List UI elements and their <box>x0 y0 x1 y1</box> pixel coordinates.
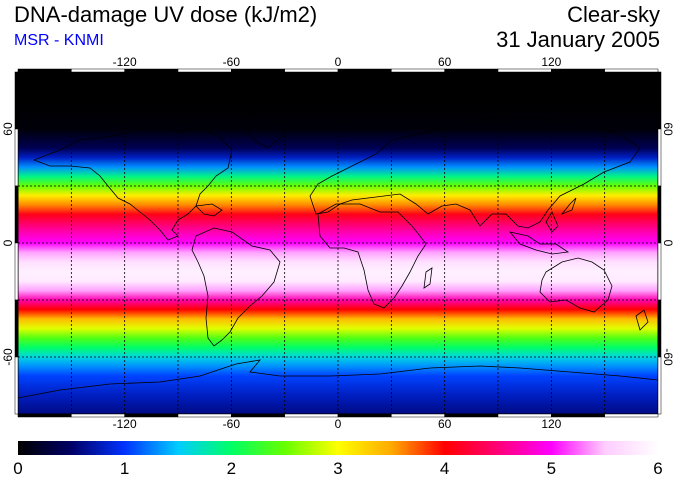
frame-bar-top <box>231 68 285 73</box>
frame-bar-left <box>14 128 19 187</box>
coast-greenland <box>239 107 297 149</box>
frame-bar-right <box>657 128 662 187</box>
colorbar-tick-label: 4 <box>440 459 449 478</box>
colorbar: 0 1 2 3 4 5 6 <box>13 441 663 478</box>
coast-new-zealand <box>635 309 649 331</box>
data-source-label: MSR - KNMI <box>14 32 104 49</box>
colorbar-tick-label: 2 <box>227 459 236 478</box>
frame-bar-top <box>284 68 339 73</box>
map-title: DNA-damage UV dose (kJ/m2) <box>14 2 318 27</box>
frame-bar-top <box>391 68 445 73</box>
frame-bar-top <box>124 68 179 73</box>
frame-bar-bottom <box>444 413 499 418</box>
frame-ticks <box>14 68 662 418</box>
coast-australia <box>539 257 613 313</box>
lat-label-right: -60 <box>661 348 675 366</box>
frame-bar-bottom <box>284 413 339 418</box>
coast-antarctica <box>18 359 658 399</box>
frame-bar-right <box>657 299 662 358</box>
coast-japan <box>560 197 577 215</box>
colorbar-tick-label: 0 <box>13 459 22 478</box>
frame-bar-bottom <box>604 413 659 418</box>
frame-bar-top <box>17 68 72 73</box>
graticule <box>18 72 658 414</box>
frame-bar-bottom <box>17 413 72 418</box>
frame-bar-top <box>337 68 392 73</box>
sky-condition-label: Clear-sky <box>567 2 660 27</box>
frame-bar-top <box>444 68 499 73</box>
map-plot-area: -120 -120 -60 -60 0 0 60 60 120 120 60 60 0 0 -60 -60 <box>1 55 675 431</box>
frame-bar-top <box>497 68 552 73</box>
coast-africa <box>317 203 427 309</box>
coast-indonesia <box>508 231 570 255</box>
frame-bar-top <box>71 68 125 73</box>
frame-bar-top <box>551 68 605 73</box>
lon-label-bottom: 120 <box>541 417 561 431</box>
colorbar-tick-label: 3 <box>333 459 342 478</box>
frame-bar-left <box>14 71 19 130</box>
coast-eurasia <box>309 115 641 229</box>
coast-caribbean <box>195 203 223 217</box>
coast-north-america <box>32 125 233 241</box>
frame-bar-left <box>14 185 19 244</box>
frame-bar-top <box>604 68 659 73</box>
colorbar-gradient <box>18 441 658 455</box>
lat-label-left: 60 <box>1 122 15 136</box>
frame-bar-left <box>14 242 19 301</box>
colorbar-tick-label: 5 <box>547 459 556 478</box>
date-label: 31 January 2005 <box>496 27 660 52</box>
lon-label-top: 0 <box>335 55 342 69</box>
colorbar-tick-label: 6 <box>653 459 662 478</box>
frame-bar-bottom <box>391 413 445 418</box>
frame-bar-top <box>177 68 232 73</box>
colorbar-labels: 0 1 2 3 4 5 6 <box>13 459 662 478</box>
lat-label-left: 0 <box>1 239 15 246</box>
lat-label-left: -60 <box>1 348 15 366</box>
coast-madagascar <box>423 267 433 289</box>
coast-philippines <box>545 211 559 233</box>
lon-label-bottom: 0 <box>335 417 342 431</box>
axis-labels: -120 -120 -60 -60 0 0 60 60 120 120 60 60 0 0 -60 -60 <box>1 55 675 431</box>
frame-bar-right <box>657 356 662 415</box>
frame-bar-right <box>657 71 662 130</box>
frame-bar-left <box>14 299 19 358</box>
coastlines <box>18 107 658 399</box>
frame-bar-right <box>657 242 662 301</box>
lon-label-bottom: 60 <box>438 417 452 431</box>
lon-label-top: 60 <box>438 55 452 69</box>
frame-bar-right <box>657 185 662 244</box>
frame-bar-bottom <box>337 413 392 418</box>
colorbar-tick-label: 1 <box>120 459 129 478</box>
lat-label-right: 60 <box>661 122 675 136</box>
coast-south-america <box>191 227 281 347</box>
lon-label-bottom: -60 <box>223 417 241 431</box>
frame-bar-left <box>14 356 19 415</box>
lon-label-bottom: -120 <box>113 417 137 431</box>
lon-label-top: 120 <box>541 55 561 69</box>
lon-label-top: -120 <box>113 55 137 69</box>
lon-label-top: -60 <box>223 55 241 69</box>
lat-label-right: 0 <box>661 240 675 247</box>
